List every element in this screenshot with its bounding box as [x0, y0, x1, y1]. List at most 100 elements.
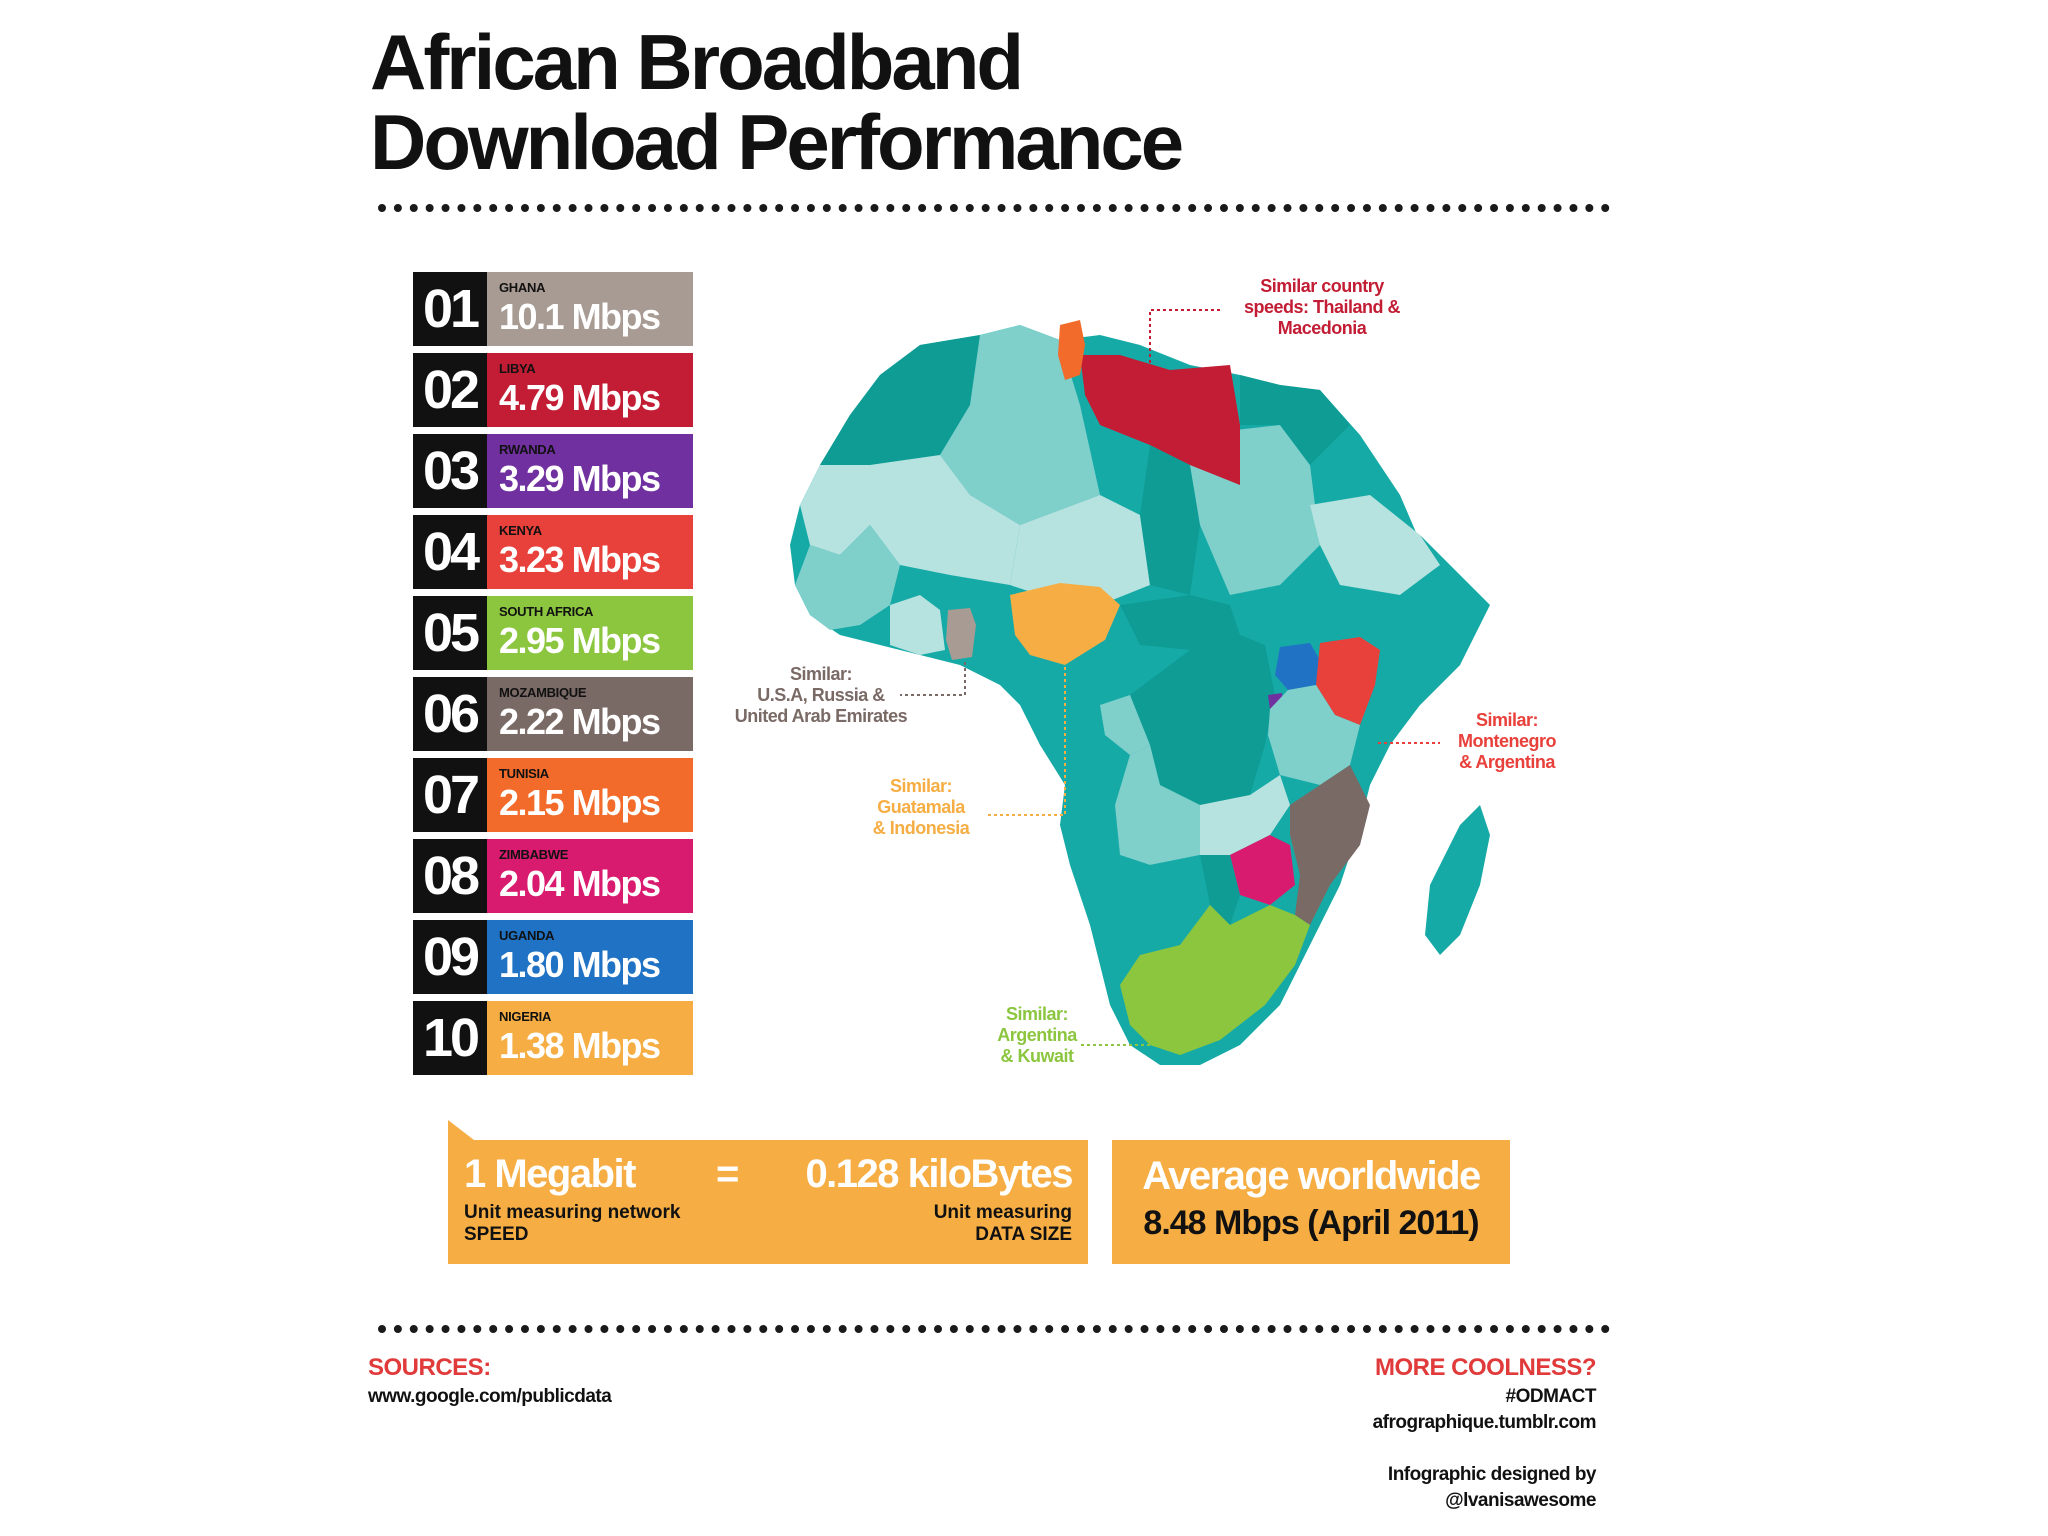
rank-row: 06 MOZAMBIQUE 2.22 Mbps — [413, 677, 693, 751]
rank-country: MOZAMBIQUE — [499, 685, 587, 700]
callout-line: Guatamala — [877, 797, 965, 817]
rank-number: 02 — [413, 353, 487, 427]
callout-line: speeds: Thailand & — [1243, 297, 1401, 317]
callout-southafrica: Similar: Argentina & Kuwait — [972, 1004, 1102, 1067]
region-ethiopia — [1310, 495, 1440, 595]
rank-number: 01 — [413, 272, 487, 346]
rank-number: 07 — [413, 758, 487, 832]
rank-speed: 2.04 Mbps — [499, 863, 661, 904]
callout-line: Similar: — [889, 776, 953, 796]
title-line-1: African Broadband — [370, 18, 1024, 106]
country-zimbabwe — [1230, 835, 1295, 905]
country-mozambique — [1290, 765, 1370, 925]
callout-line: Similar country — [1260, 276, 1384, 296]
region-congo — [1100, 695, 1150, 755]
region-cameroon — [1065, 640, 1140, 705]
rank-bar: MOZAMBIQUE 2.22 Mbps — [487, 677, 693, 751]
region-mauritania — [800, 465, 870, 555]
rank-row: 09 UGANDA 1.80 Mbps — [413, 920, 693, 994]
rank-country: TUNISIA — [499, 766, 549, 781]
country-libya — [1080, 355, 1240, 485]
megabit-desc-line-1: Unit measuring network — [464, 1202, 681, 1223]
rank-speed: 1.38 Mbps — [499, 1025, 661, 1066]
rank-country: UGANDA — [499, 928, 555, 943]
country-south-africa — [1120, 905, 1310, 1055]
callout-line: & Argentina — [1459, 752, 1555, 772]
callout-line: Similar: — [1475, 710, 1539, 730]
callout-libya: Similar country speeds: Thailand & Macedon… — [1222, 276, 1422, 339]
rank-row: 03 RWANDA 3.29 Mbps — [413, 434, 693, 508]
region-angola — [1115, 745, 1200, 865]
rank-speed: 2.15 Mbps — [499, 782, 661, 823]
region-namibia — [1120, 855, 1210, 955]
callout-line: Montenegro — [1458, 731, 1557, 751]
callout-line: Similar: — [789, 664, 853, 684]
rank-country: ZIMBABWE — [499, 847, 569, 862]
page-title: African Broadband Download Performance — [370, 18, 1184, 186]
rank-number: 09 — [413, 920, 487, 994]
country-nigeria — [1010, 583, 1120, 665]
rank-speed: 4.79 Mbps — [499, 377, 661, 418]
rank-row: 10 NIGERIA 1.38 Mbps — [413, 1001, 693, 1075]
megabit-description: Unit measuring network SPEED — [464, 1202, 724, 1246]
equals-sign: = — [716, 1152, 740, 1196]
kilobytes-desc-line-1: Unit measuring — [933, 1202, 1072, 1223]
sources-link[interactable]: www.google.com/publicdata — [368, 1386, 612, 1407]
rank-row: 07 TUNISIA 2.15 Mbps — [413, 758, 693, 832]
region-chad — [1140, 445, 1200, 595]
title-line-2: Download Performance — [370, 98, 1184, 186]
kilobytes-label: 0.128 kiloBytes — [805, 1152, 1073, 1196]
rank-bar: RWANDA 3.29 Mbps — [487, 434, 693, 508]
country-ghana — [946, 608, 976, 660]
rank-bar: ZIMBABWE 2.04 Mbps — [487, 839, 693, 913]
ranking-list: 01 GHANA 10.1 Mbps 02 LIBYA 4.79 Mbps 03 RWANDA… — [413, 272, 693, 1082]
rank-row: 01 GHANA 10.1 Mbps — [413, 272, 693, 346]
rank-speed: 2.95 Mbps — [499, 620, 661, 661]
rank-number: 08 — [413, 839, 487, 913]
rank-bar: UGANDA 1.80 Mbps — [487, 920, 693, 994]
top-divider — [378, 204, 1610, 212]
rank-country: SOUTH AFRICA — [499, 604, 594, 619]
rank-speed: 3.23 Mbps — [499, 539, 661, 580]
country-kenya — [1316, 637, 1380, 725]
region-niger — [1010, 495, 1150, 605]
rank-row: 08 ZIMBABWE 2.04 Mbps — [413, 839, 693, 913]
country-tunisia — [1058, 320, 1085, 380]
region-drc — [1130, 635, 1275, 805]
rank-speed: 2.22 Mbps — [499, 701, 661, 742]
nigeria-connector — [988, 667, 1066, 816]
callout-line: & Kuwait — [1000, 1046, 1074, 1066]
credit-handle[interactable]: @lvanisawesome — [1445, 1490, 1596, 1511]
rank-bar: TUNISIA 2.15 Mbps — [487, 758, 693, 832]
rank-country: GHANA — [499, 280, 546, 295]
rank-number: 06 — [413, 677, 487, 751]
region-west-coast — [795, 525, 900, 630]
sources-title: SOURCES: — [368, 1354, 491, 1381]
africa-map — [720, 265, 1600, 1095]
region-car — [1120, 595, 1240, 650]
country-uganda — [1275, 643, 1320, 690]
site-link[interactable]: afrographique.tumblr.com — [1372, 1412, 1597, 1433]
callout-line: Similar: — [1005, 1004, 1069, 1024]
region-botswana — [1200, 855, 1240, 925]
rank-bar: GHANA 10.1 Mbps — [487, 272, 693, 346]
callout-nigeria: Similar: Guatamala & Indonesia — [856, 776, 986, 839]
rank-bar: NIGERIA 1.38 Mbps — [487, 1001, 693, 1075]
average-label: Average worldwide — [1142, 1154, 1481, 1198]
rank-row: 05 SOUTH AFRICA 2.95 Mbps — [413, 596, 693, 670]
megabit-label: 1 Megabit — [464, 1152, 636, 1196]
rank-number: 10 — [413, 1001, 487, 1075]
more-coolness-title: MORE COOLNESS? — [1374, 1354, 1597, 1381]
callout-line: Argentina — [997, 1025, 1077, 1045]
kilobytes-description: Unit measuring DATA SIZE — [872, 1202, 1072, 1246]
callout-ghana: Similar: U.S.A, Russia & United Arab Emira… — [726, 664, 916, 727]
callout-line: & Indonesia — [872, 818, 970, 838]
credit-line-1: Infographic designed by — [1387, 1464, 1597, 1485]
callout-kenya: Similar: Montenegro & Argentina — [1442, 710, 1572, 773]
average-box: Average worldwide 8.48 Mbps (April 2011) — [1112, 1140, 1510, 1264]
rank-speed: 3.29 Mbps — [499, 458, 661, 499]
rank-bar: LIBYA 4.79 Mbps — [487, 353, 693, 427]
rank-country: LIBYA — [499, 361, 536, 376]
callout-line: U.S.A, Russia & — [757, 685, 885, 705]
bottom-divider — [378, 1325, 1610, 1333]
